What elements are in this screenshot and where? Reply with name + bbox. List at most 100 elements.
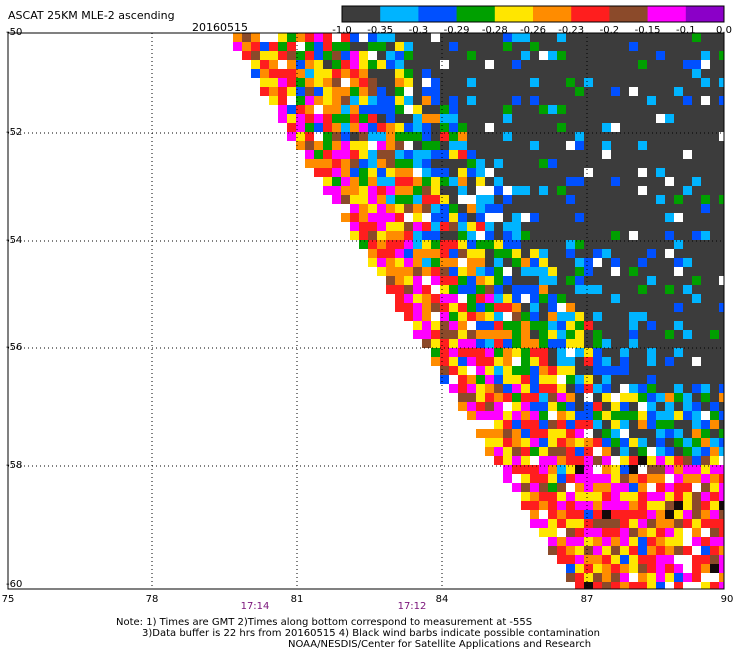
data-cell [719, 186, 724, 195]
data-cell [602, 96, 611, 105]
data-cell [548, 168, 557, 177]
data-cell [242, 60, 251, 69]
data-cell [512, 465, 521, 474]
data-cell [665, 537, 674, 546]
data-cell [692, 384, 701, 393]
data-cell [494, 123, 503, 132]
data-cell [575, 555, 584, 564]
data-cell [341, 114, 350, 123]
data-cell [440, 321, 449, 330]
data-cell [449, 51, 458, 60]
data-cell [530, 456, 539, 465]
data-cell [512, 321, 521, 330]
lon-label: 78 [145, 594, 159, 605]
data-cell [341, 60, 350, 69]
data-cell [548, 339, 557, 348]
colorbar-label: -0.28 [481, 25, 508, 36]
data-cell [647, 366, 656, 375]
data-cell [683, 348, 692, 357]
data-cell [350, 177, 359, 186]
data-cell [404, 150, 413, 159]
data-cell [674, 177, 683, 186]
data-cell [692, 303, 701, 312]
data-cell [539, 456, 548, 465]
data-cell [575, 51, 584, 60]
data-cell [422, 177, 431, 186]
data-cell [557, 456, 566, 465]
data-cell [656, 564, 665, 573]
data-cell [665, 375, 674, 384]
data-cell [413, 186, 422, 195]
data-cell [611, 510, 620, 519]
data-cell [647, 582, 656, 589]
data-cell [683, 510, 692, 519]
data-cell [674, 294, 683, 303]
data-cell [719, 141, 724, 150]
colorbar-swatch [418, 6, 458, 22]
data-cell [602, 375, 611, 384]
data-cell [683, 546, 692, 555]
data-cell [458, 87, 467, 96]
data-cell [566, 573, 575, 582]
data-cell [647, 312, 656, 321]
data-cell [422, 258, 431, 267]
data-cell [458, 177, 467, 186]
data-cell [566, 69, 575, 78]
data-cell [494, 375, 503, 384]
data-cell [692, 465, 701, 474]
data-cell [719, 483, 724, 492]
data-cell [602, 312, 611, 321]
data-cell [350, 78, 359, 87]
data-cell [665, 96, 674, 105]
data-cell [719, 582, 724, 589]
data-cell [575, 483, 584, 492]
data-cell [521, 474, 530, 483]
data-cell [620, 33, 629, 42]
data-cell [683, 231, 692, 240]
data-cell [647, 96, 656, 105]
data-cell [584, 483, 593, 492]
data-cell [377, 186, 386, 195]
data-cell [422, 33, 431, 42]
data-cell [674, 267, 683, 276]
data-cell [386, 177, 395, 186]
data-cell [539, 96, 548, 105]
data-cell [638, 51, 647, 60]
data-cell [593, 87, 602, 96]
data-cell [530, 330, 539, 339]
data-cell [584, 312, 593, 321]
data-cell [611, 87, 620, 96]
data-cell [701, 204, 710, 213]
data-cell [620, 177, 629, 186]
data-cell [584, 321, 593, 330]
data-cell [485, 312, 494, 321]
data-cell [566, 105, 575, 114]
data-cell [494, 114, 503, 123]
data-cell [575, 546, 584, 555]
data-cell [539, 222, 548, 231]
data-cell [485, 186, 494, 195]
data-cell [440, 177, 449, 186]
data-cell [674, 276, 683, 285]
data-cell [647, 132, 656, 141]
data-cell [638, 492, 647, 501]
data-cell [548, 447, 557, 456]
data-cell [485, 96, 494, 105]
data-cell [530, 375, 539, 384]
data-cell [584, 222, 593, 231]
data-cell [539, 150, 548, 159]
data-cell [557, 312, 566, 321]
data-cell [584, 555, 593, 564]
data-cell [467, 186, 476, 195]
data-cell [305, 141, 314, 150]
data-cell [503, 96, 512, 105]
data-cell [422, 168, 431, 177]
data-cell [620, 51, 629, 60]
data-cell [629, 159, 638, 168]
data-cell [314, 114, 323, 123]
data-cell [350, 33, 359, 42]
data-cell [611, 330, 620, 339]
data-cell [503, 69, 512, 78]
data-cell [584, 123, 593, 132]
data-cell [665, 573, 674, 582]
